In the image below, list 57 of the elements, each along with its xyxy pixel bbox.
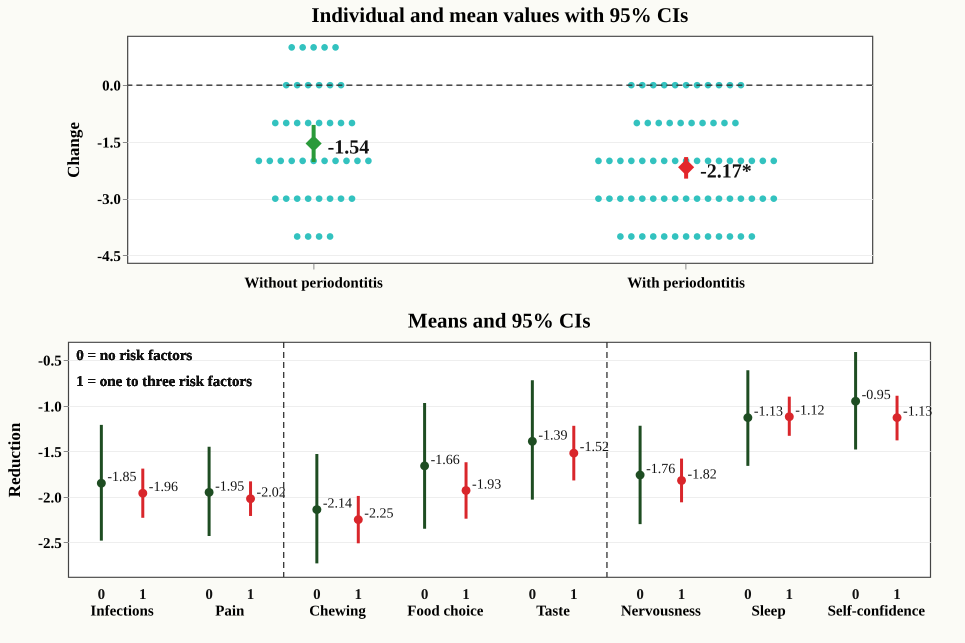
text: 0	[852, 587, 860, 603]
text: 1	[462, 587, 470, 603]
text: 1	[354, 587, 362, 603]
chart-title: Means and 95% CIs	[408, 308, 591, 332]
text: 0	[744, 587, 752, 603]
y-tick-label: -1.5	[97, 135, 121, 152]
text: 0	[420, 587, 428, 603]
y-axis-title: Reduction	[4, 422, 24, 498]
data-label: -1.76	[646, 462, 676, 477]
data-label: -1.54	[328, 136, 370, 158]
x-tick-label: Chewing	[309, 604, 366, 620]
x-tick-label: Sleep	[751, 604, 786, 620]
data-label: -1.85	[107, 470, 137, 486]
y-tick-label: -4.5	[97, 248, 121, 265]
x-tick-label: With periodontitis	[627, 276, 746, 292]
y-tick-label: -3.0	[97, 192, 121, 208]
x-tick-label: Without periodontitis	[244, 276, 384, 292]
x-tick-label: Infections	[90, 604, 154, 620]
data-label: -1.93	[472, 477, 502, 492]
text: 1	[678, 587, 686, 603]
y-tick-label: -2.5	[38, 536, 62, 552]
x-tick-label: Self-confidence	[828, 604, 926, 620]
y-tick-label: -0.5	[38, 354, 62, 370]
data-label: -1.39	[538, 428, 568, 444]
y-tick-label: 0.0	[102, 78, 121, 95]
x-tick-label: Food choice	[407, 604, 484, 620]
chart-title: Individual and mean values with 95% CIs	[311, 3, 688, 27]
data-label: -2.25	[364, 506, 394, 522]
data-label: -2.17*	[700, 160, 752, 182]
text: 0	[528, 587, 536, 603]
y-tick-label: -2.0	[38, 490, 62, 506]
text: 1	[570, 587, 578, 603]
text: 0	[313, 587, 321, 603]
data-label: -1.96	[148, 480, 178, 496]
data-label: -1.13	[754, 404, 784, 420]
data-label: -1.82	[688, 467, 717, 482]
text: 1	[893, 587, 901, 603]
text: 0	[98, 587, 106, 603]
y-tick-label: -1.0	[38, 399, 62, 416]
y-axis-title: Change	[64, 122, 84, 178]
x-tick-label: Nervousness	[620, 604, 701, 620]
x-tick-label: Taste	[536, 604, 570, 620]
data-label: -1.95	[215, 479, 244, 494]
data-label: -2.14	[322, 496, 352, 512]
text: 1	[139, 587, 147, 603]
text: 1	[246, 587, 254, 603]
data-label: -0.95	[862, 388, 891, 404]
data-label: -2.02	[256, 486, 286, 501]
data-label: -1.12	[795, 404, 824, 419]
annotation: 1 = one to three risk factors	[76, 374, 252, 390]
data-label: -1.66	[430, 452, 460, 468]
annotation: 0 = no risk factors	[76, 348, 192, 364]
x-tick-label: Pain	[215, 604, 246, 620]
text: 0	[205, 587, 213, 603]
y-tick-label: -1.5	[38, 444, 62, 461]
text: 0	[636, 587, 644, 603]
text: 1	[786, 587, 794, 603]
